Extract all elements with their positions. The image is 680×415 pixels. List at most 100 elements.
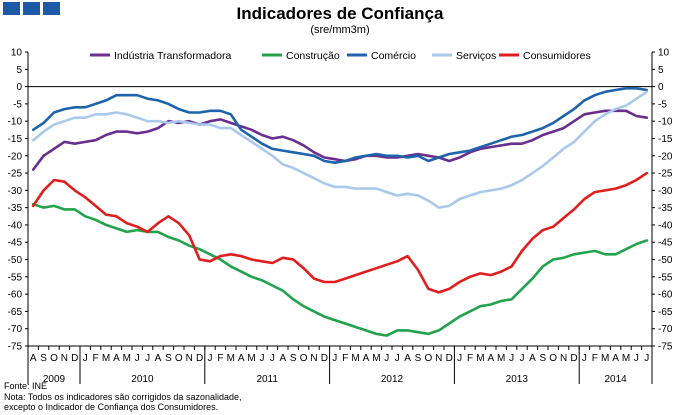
chart-legend: Indústria Transformadora Construção Comérc… — [90, 50, 591, 62]
x-tick-label: J — [208, 353, 213, 364]
series-line-ind-stria-transformadora — [31, 109, 649, 171]
x-tick-label: M — [102, 353, 110, 364]
year-label: 2012 — [381, 374, 404, 385]
brand-logo — [3, 2, 63, 20]
x-tick-label: M — [497, 353, 505, 364]
x-tick-label: F — [217, 353, 223, 364]
x-tick-label: A — [30, 353, 37, 364]
x-tick-label: S — [40, 353, 47, 364]
x-tick-label: A — [404, 353, 411, 364]
year-label: 2010 — [131, 374, 154, 385]
y-tick-label-left: -10 — [8, 117, 23, 128]
x-tick-label: M — [622, 353, 630, 364]
y-tick-label-left: -75 — [8, 342, 23, 353]
x-tick-label: S — [290, 353, 297, 364]
y-tick-label-right: 10 — [658, 48, 670, 59]
y-tick-label-right: -55 — [658, 272, 673, 283]
x-tick-label: D — [446, 353, 453, 364]
legend-label: Construção — [286, 50, 340, 62]
year-label: 2014 — [604, 374, 627, 385]
x-tick-label: J — [644, 353, 649, 364]
x-tick-label: M — [227, 353, 235, 364]
y-tick-label-right: -20 — [658, 151, 673, 162]
legend-label: Indústria Transformadora — [114, 50, 231, 62]
y-tick-label-left: -15 — [8, 134, 23, 145]
series-line-constru-o — [31, 202, 649, 337]
y-tick-label-left: -25 — [8, 169, 23, 180]
x-tick-label: A — [487, 353, 494, 364]
source-note: Fonte: INE — [4, 381, 48, 391]
x-tick-label: D — [570, 353, 577, 364]
logo-block — [3, 2, 20, 15]
y-tick-label-left: -65 — [8, 307, 23, 318]
x-tick-label: D — [71, 353, 78, 364]
y-tick-label-right: -35 — [658, 203, 673, 214]
chart-series — [31, 87, 649, 337]
x-tick-label: F — [467, 353, 473, 364]
chart-title: Indicadores de Confiança — [236, 4, 444, 23]
legend-label: Consumidores — [523, 50, 591, 62]
x-tick-label: M — [372, 353, 380, 364]
y-tick-label-right: -10 — [658, 117, 673, 128]
y-tick-label-left: -20 — [8, 151, 23, 162]
y-tick-label-left: -55 — [8, 272, 23, 283]
y-tick-label-left: -50 — [8, 255, 23, 266]
x-tick-label: N — [61, 353, 68, 364]
legend-label: Comércio — [371, 50, 416, 62]
y-tick-label-left: -5 — [13, 99, 22, 110]
y-tick-label-right: -5 — [658, 99, 667, 110]
year-label: 2009 — [43, 374, 66, 385]
x-tick-label: F — [93, 353, 99, 364]
x-tick-label: M — [351, 353, 359, 364]
chart-subtitle: (sre/mm3m) — [310, 24, 370, 36]
x-tick-label: F — [592, 353, 598, 364]
y-tick-label-left: -45 — [8, 238, 23, 249]
x-tick-label: J — [260, 353, 265, 364]
x-tick-label: J — [395, 353, 400, 364]
x-tick-label: N — [560, 353, 567, 364]
x-tick-label: N — [186, 353, 193, 364]
y-tick-label-right: -60 — [658, 290, 673, 301]
y-tick-label-left: -40 — [8, 220, 23, 231]
x-tick-label: S — [539, 353, 546, 364]
x-tick-label: A — [113, 353, 120, 364]
footnote-line-1: Nota: Todos os indicadores são corrigido… — [4, 392, 242, 402]
y-tick-label-right: -50 — [658, 255, 673, 266]
x-tick-label: O — [50, 353, 58, 364]
x-tick-label: J — [384, 353, 389, 364]
x-tick-label: O — [425, 353, 433, 364]
y-tick-label-right: -15 — [658, 134, 673, 145]
x-tick-label: N — [310, 353, 317, 364]
y-tick-label-left: 5 — [16, 65, 22, 76]
x-tick-label: A — [155, 353, 162, 364]
x-tick-label: M — [476, 353, 484, 364]
year-label: 2013 — [506, 374, 529, 385]
x-tick-label: O — [549, 353, 557, 364]
x-tick-label: J — [509, 353, 514, 364]
y-tick-label-right: -45 — [658, 238, 673, 249]
series-line-com-rcio — [31, 87, 649, 164]
x-tick-label: A — [363, 353, 370, 364]
series-line-consumidores — [31, 171, 649, 294]
x-tick-label: M — [601, 353, 609, 364]
year-label: 2011 — [256, 374, 278, 385]
y-tick-label-right: 5 — [658, 65, 664, 76]
x-tick-label: N — [435, 353, 442, 364]
y-tick-label-left: 0 — [16, 82, 22, 93]
x-tick-label: F — [342, 353, 348, 364]
y-tick-label-right: -65 — [658, 307, 673, 318]
legend-label: Serviços — [456, 50, 496, 62]
x-tick-label: J — [145, 353, 150, 364]
x-tick-label: J — [332, 353, 337, 364]
x-tick-label: S — [415, 353, 422, 364]
x-tick-label: S — [165, 353, 172, 364]
y-tick-label-left: -60 — [8, 290, 23, 301]
y-tick-label-left: -35 — [8, 203, 23, 214]
x-tick-label: A — [612, 353, 619, 364]
x-tick-label: J — [520, 353, 525, 364]
y-tick-label-left: -30 — [8, 186, 23, 197]
x-tick-label: A — [279, 353, 286, 364]
footnote-line-2: excepto o Indicador de Confiança dos Con… — [4, 402, 219, 412]
x-tick-label: A — [529, 353, 536, 364]
